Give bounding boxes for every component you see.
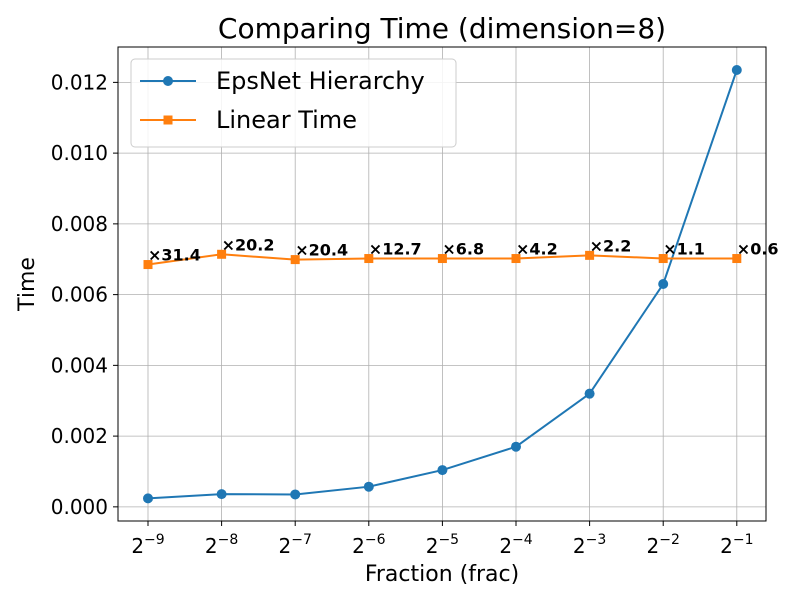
x-tick-exponent: −5 (438, 532, 459, 548)
x-tick-label: 2−7 (279, 532, 312, 558)
speedup-label: ×20.4 (295, 241, 348, 260)
x-tick-base: 2 (352, 534, 365, 558)
speedup-label: ×12.7 (369, 240, 422, 259)
x-axis: 2−9 2−8 2−7 2−6 2−5 2−4 2−3 2−2 2−1 (131, 521, 753, 558)
y-tick-label: 0.008 (51, 212, 108, 236)
data-point-0-6 (584, 388, 595, 399)
speedup-label: ×1.1 (663, 240, 705, 259)
data-point-0-8 (731, 64, 742, 75)
x-tick-exponent: −8 (218, 532, 239, 548)
legend-marker-linear (163, 115, 173, 125)
y-tick-label: 0.002 (51, 424, 108, 448)
x-axis-label: Fraction (frac) (365, 562, 519, 587)
data-point-1-8 (732, 254, 742, 264)
y-tick-label: 0.006 (51, 283, 108, 307)
legend: EpsNet Hierarchy Linear Time (130, 58, 457, 148)
data-point-0-7 (658, 279, 669, 289)
speedup-label: ×4.2 (516, 240, 558, 259)
data-point-0-3 (363, 481, 374, 492)
x-tick-base: 2 (131, 534, 144, 558)
x-tick-base: 2 (647, 534, 660, 558)
data-point-0-2 (290, 489, 301, 500)
legend-box (130, 58, 457, 148)
data-point-1-2 (290, 255, 300, 265)
x-tick-label: 2−3 (573, 532, 606, 558)
y-tick-label: 0.000 (51, 495, 108, 519)
y-tick-label: 0.004 (51, 353, 108, 377)
x-tick-label: 2−1 (720, 532, 753, 558)
x-tick-label: 2−9 (131, 532, 164, 558)
x-tick-base: 2 (499, 534, 512, 558)
legend-label-linear: Linear Time (216, 106, 357, 134)
x-tick-base: 2 (279, 534, 292, 558)
speedup-label: ×6.8 (442, 240, 484, 259)
x-tick-base: 2 (205, 534, 218, 558)
y-axis: 0.000 0.002 0.004 0.006 0.008 0.010 0.012 (51, 70, 118, 519)
data-point-1-7 (658, 254, 668, 264)
x-tick-exponent: −9 (144, 532, 165, 548)
data-point-1-1 (217, 249, 227, 259)
x-tick-exponent: −1 (733, 532, 754, 548)
x-tick-exponent: −2 (659, 532, 680, 548)
data-point-1-4 (437, 254, 447, 264)
data-point-0-5 (511, 441, 521, 452)
x-tick-label: 2−5 (426, 532, 459, 558)
x-tick-label: 2−4 (499, 532, 532, 558)
data-point-1-3 (364, 254, 374, 264)
x-tick-label: 2−2 (647, 532, 680, 558)
y-tick-label: 0.010 (51, 141, 108, 165)
data-point-0-4 (437, 465, 448, 476)
x-tick-exponent: −4 (512, 532, 533, 548)
data-point-0-1 (216, 489, 227, 500)
x-tick-base: 2 (720, 534, 733, 558)
x-tick-exponent: −7 (291, 532, 312, 548)
data-point-1-5 (511, 254, 521, 264)
legend-label-epsnet: EpsNet Hierarchy (216, 67, 425, 95)
y-tick-label: 0.012 (51, 70, 108, 94)
x-tick-label: 2−8 (205, 532, 238, 558)
data-point-0-0 (143, 493, 153, 504)
speedup-label: ×20.2 (222, 235, 275, 254)
speedup-label: ×2.2 (590, 236, 632, 255)
speedup-label: ×31.4 (148, 246, 201, 265)
x-tick-label: 2−6 (352, 532, 385, 558)
chart-title: Comparing Time (dimension=8) (218, 12, 666, 45)
series-layer (143, 64, 742, 504)
speedup-label: ×0.6 (737, 240, 779, 259)
legend-marker-epsnet (163, 76, 173, 86)
x-tick-exponent: −3 (586, 532, 607, 548)
x-tick-exponent: −6 (365, 532, 386, 548)
annotations: ×31.4 ×20.2 ×20.4 ×12.7 ×6.8 ×4.2 ×2.2 ×1.1 ×0.6 (148, 235, 779, 264)
x-tick-base: 2 (426, 534, 439, 558)
data-point-1-0 (143, 260, 153, 270)
data-point-1-6 (585, 250, 595, 260)
x-tick-base: 2 (573, 534, 586, 558)
y-axis-label: Time (15, 257, 40, 312)
